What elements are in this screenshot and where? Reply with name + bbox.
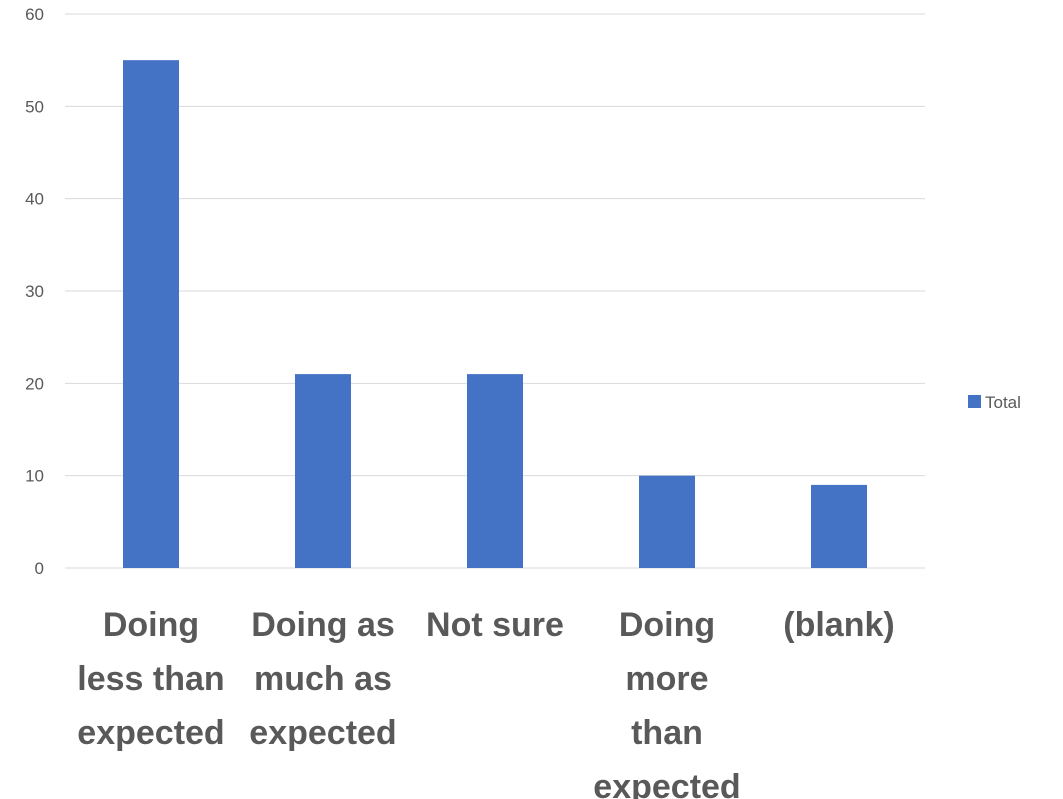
y-tick-label: 20 [25,374,44,393]
x-category-label: Doing more than expected [593,606,740,799]
bars [123,60,867,568]
y-tick-label: 30 [25,282,44,301]
y-tick-label: 60 [25,5,44,24]
x-category-label: (blank) [783,606,894,644]
legend-label-total: Total [985,393,1021,412]
bar [123,60,179,568]
legend-swatch-total [968,395,981,408]
x-category-label-line: much as [254,660,392,698]
x-category-label: Not sure [426,606,564,644]
bar [811,485,867,568]
x-category-label: Doing less than expected [77,606,224,752]
x-category-label-line: Doing as [251,606,395,644]
x-category-label-line: expected [249,714,396,752]
x-category-label-line: Doing [619,606,715,644]
x-category-label-line: expected [593,768,740,799]
legend: Total [968,393,1021,412]
x-category-label-line: than [631,714,703,752]
x-category-label-line: (blank) [783,606,894,644]
x-axis-category-labels: Doing less than expected Doing as much as exp… [77,606,894,799]
bar [639,476,695,568]
x-category-label: Doing as much as expected [249,606,396,752]
bar [467,374,523,568]
y-tick-label: 50 [25,97,44,116]
y-tick-label: 0 [35,559,44,578]
x-category-label-line: more [625,660,708,698]
y-axis-tick-labels: 0 10 20 30 40 50 60 [25,5,44,578]
y-tick-label: 40 [25,190,44,209]
bar [295,374,351,568]
x-category-label-line: Doing [103,606,199,644]
x-category-label-line: Not sure [426,606,564,644]
x-category-label-line: expected [77,714,224,752]
x-category-label-line: less than [77,660,224,698]
y-tick-label: 10 [25,467,44,486]
